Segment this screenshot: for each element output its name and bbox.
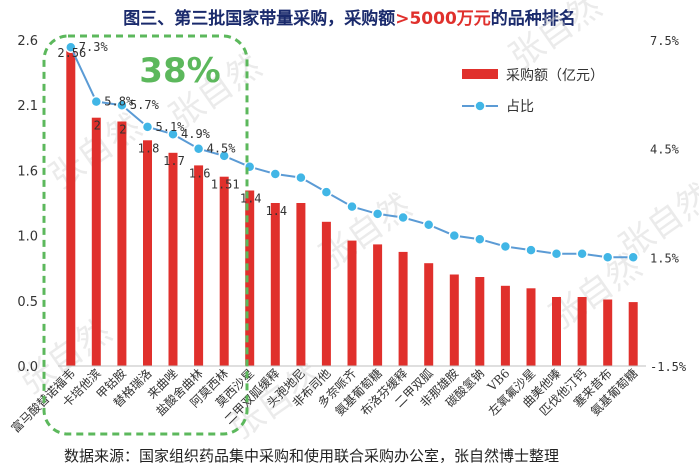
highlight-percent-label: 38% <box>139 51 220 91</box>
bar <box>347 240 357 366</box>
bar-value-label: 2.56 <box>57 46 86 60</box>
share-marker <box>371 208 384 220</box>
share-marker <box>627 251 639 264</box>
right-axis-tick-label: 4.5% <box>650 143 680 157</box>
share-marker <box>116 99 128 111</box>
bar <box>398 251 408 366</box>
share-marker <box>346 200 358 213</box>
data-source-footer: 数据来源：国家组织药品集中采购和使用联合采购办公室，张自然博士整理 <box>64 447 560 465</box>
bar-value-label: 1.4 <box>240 192 262 206</box>
bar-value-label: 2 <box>119 123 126 137</box>
bar <box>117 121 127 366</box>
left-axis-tick-label: 0.0 <box>17 360 38 375</box>
bar-value-label: 2 <box>94 119 101 133</box>
line-series <box>65 41 639 264</box>
bar <box>296 203 306 366</box>
share-value-label: 5.1% <box>156 120 186 134</box>
bar-value-label: 1.51 <box>211 178 240 192</box>
chart-title: 图三、第三批国家带量采购，采购额>5000万元的品种排名 <box>0 4 699 29</box>
share-marker <box>474 233 486 245</box>
share-marker <box>167 128 179 140</box>
share-marker <box>320 186 333 198</box>
share-marker <box>499 240 512 253</box>
share-marker <box>448 229 461 242</box>
share-value-label: 5.7% <box>130 98 160 112</box>
bar-value-label: 1.7 <box>163 154 185 168</box>
bar <box>526 288 536 366</box>
title-suffix: 的品种排名 <box>490 9 576 29</box>
share-marker <box>192 142 205 155</box>
bar <box>270 203 280 366</box>
share-marker <box>65 41 77 53</box>
bar-value-label: 1.8 <box>138 141 160 155</box>
right-axis-tick-label: 1.5% <box>650 251 680 265</box>
bar <box>66 45 76 366</box>
left-axis-tick-label: 2.6 <box>17 34 38 49</box>
bar-series <box>66 45 638 366</box>
share-marker <box>218 150 230 162</box>
bar <box>373 244 383 366</box>
bar <box>449 274 459 366</box>
bar <box>500 285 510 366</box>
bar-value-label: 1.6 <box>189 166 211 180</box>
left-axis-tick-label: 2.1 <box>17 99 38 114</box>
data-labels: 2.562 21.81.71.61.511.41.47.3%5.8%5.7%5.1… <box>57 40 287 218</box>
bar <box>424 263 434 366</box>
bar <box>194 165 204 366</box>
bar <box>143 140 152 366</box>
title-prefix: 图三、第三批国家带量采购，采购额 <box>123 9 396 29</box>
share-marker <box>422 218 435 231</box>
watermark: 张自然 <box>502 0 608 77</box>
share-value-label: 7.3% <box>79 40 109 54</box>
share-value-label: 4.9% <box>181 127 211 141</box>
right-axis-tick-label: -1.5% <box>650 360 687 374</box>
share-marker <box>295 171 307 184</box>
left-axis-tick-label: 0.5 <box>17 295 38 310</box>
bar <box>603 299 613 366</box>
share-marker <box>269 168 282 180</box>
bar <box>475 277 485 366</box>
share-marker <box>397 211 409 224</box>
share-marker <box>550 247 563 260</box>
bar <box>168 152 178 366</box>
bar <box>91 117 101 366</box>
share-value-label: 4.5% <box>207 142 237 156</box>
legend: 采购额（亿元） 占比 <box>462 68 604 115</box>
legend-swatch-bar <box>462 69 498 79</box>
highlight-box-border <box>42 34 249 436</box>
share-marker <box>601 251 614 264</box>
left-axis-tick-label: 1.0 <box>17 230 38 245</box>
share-marker <box>576 247 588 260</box>
title-highlight: >5000万元 <box>395 9 491 29</box>
share-marker <box>141 121 154 133</box>
bar <box>552 297 561 366</box>
share-value-label: 5.8% <box>104 95 134 109</box>
left-axis-tick-label: 1.6 <box>17 164 38 179</box>
share-marker <box>90 95 103 108</box>
bar <box>219 176 229 366</box>
legend-marker <box>474 100 486 112</box>
share-marker <box>525 244 537 256</box>
highlight-box: 38% <box>42 34 249 436</box>
legend-label-line: 占比 <box>506 99 534 115</box>
bar <box>321 221 331 366</box>
right-axis-tick-label: 7.5% <box>650 34 680 48</box>
legend-label-bar: 采购额（亿元） <box>506 68 604 84</box>
bar <box>628 302 638 366</box>
bar <box>245 190 255 366</box>
bar <box>577 297 587 366</box>
bar-value-label: 1.4 <box>265 204 287 218</box>
